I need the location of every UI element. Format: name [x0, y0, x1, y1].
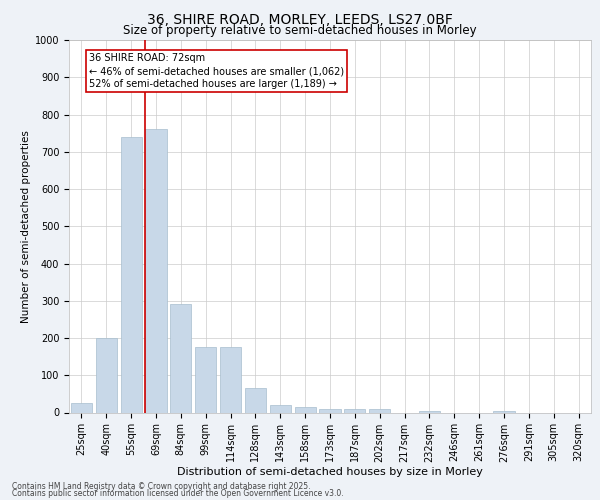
Bar — [145, 130, 167, 412]
Text: Contains HM Land Registry data © Crown copyright and database right 2025.: Contains HM Land Registry data © Crown c… — [12, 482, 311, 491]
Y-axis label: Number of semi-detached properties: Number of semi-detached properties — [20, 130, 31, 322]
Bar — [270, 405, 291, 412]
Bar — [220, 348, 241, 412]
Bar — [195, 348, 216, 412]
Bar — [121, 137, 142, 412]
X-axis label: Distribution of semi-detached houses by size in Morley: Distribution of semi-detached houses by … — [177, 467, 483, 477]
Text: 36 SHIRE ROAD: 72sqm
← 46% of semi-detached houses are smaller (1,062)
52% of se: 36 SHIRE ROAD: 72sqm ← 46% of semi-detac… — [89, 53, 344, 90]
Text: Contains public sector information licensed under the Open Government Licence v3: Contains public sector information licen… — [12, 489, 344, 498]
Text: Size of property relative to semi-detached houses in Morley: Size of property relative to semi-detach… — [123, 24, 477, 37]
Text: 36, SHIRE ROAD, MORLEY, LEEDS, LS27 0BF: 36, SHIRE ROAD, MORLEY, LEEDS, LS27 0BF — [147, 12, 453, 26]
Bar — [71, 403, 92, 412]
Bar — [319, 409, 341, 412]
Bar — [344, 409, 365, 412]
Bar — [369, 409, 390, 412]
Bar — [170, 304, 191, 412]
Bar — [96, 338, 117, 412]
Bar — [245, 388, 266, 412]
Bar — [295, 407, 316, 412]
